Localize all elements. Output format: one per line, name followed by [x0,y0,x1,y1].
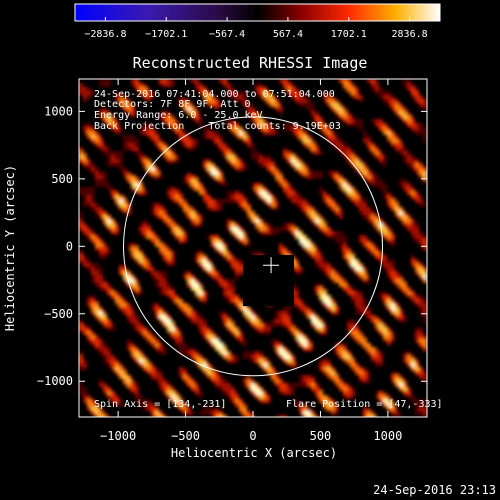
x-tick-label: 1000 [373,429,402,443]
y-tick-label: 0 [66,239,73,253]
solar-limb-circle [123,116,383,377]
overlay-layer [123,116,383,377]
colorbar-tick-label: −567.4 [209,29,245,40]
colorbar-tick-label: −1702.1 [145,29,187,40]
x-tick-label: 0 [249,429,256,443]
colorbar-ticks: −2836.8 −1702.1 −567.4 567.4 1702.1 2836.8 [84,17,428,40]
y-axis-label: Heliocentric Y (arcsec) [3,165,17,331]
colorbar-tick-label: −2836.8 [84,29,126,40]
x-tick-label: 500 [310,429,332,443]
colorbar-tick-label: 2836.8 [392,29,428,40]
y-tick-label: −500 [44,307,73,321]
chart-title: Reconstructed RHESSI Image [133,54,368,72]
y-tick-label: 500 [51,172,73,186]
plot-area [78,78,428,418]
center-box [243,255,294,306]
x-tick-label: −1000 [100,429,136,443]
x-axis-label: Heliocentric X (arcsec) [171,446,337,460]
colorbar [74,3,441,22]
axis-ticks: −1000 −500 0 500 1000 −1000 −500 0 500 1000 [37,79,427,443]
colorbar-tick-label: 567.4 [273,29,303,40]
info-line-1: 24-Sep-2016 07:41:04.000 to 07:51:04.000 [94,89,335,100]
info-line-4: Back Projection Total counts: 9.19E+03 [94,121,341,132]
info-line-3: Energy Range: 6.0 - 25.0 keV [94,110,263,121]
y-tick-label: 1000 [44,104,73,118]
spin-axis-label: Spin Axis = [134,-231] [94,399,226,410]
colorbar-tick-label: 1702.1 [331,29,367,40]
x-tick-label: −500 [171,429,200,443]
flare-position-label: Flare Position = [47,-333] [286,399,443,410]
info-line-2: Detectors: 7F 8F 9F, Att 0 [94,99,251,110]
timestamp: 24-Sep-2016 23:13 [373,483,496,497]
y-tick-label: −1000 [37,374,73,388]
